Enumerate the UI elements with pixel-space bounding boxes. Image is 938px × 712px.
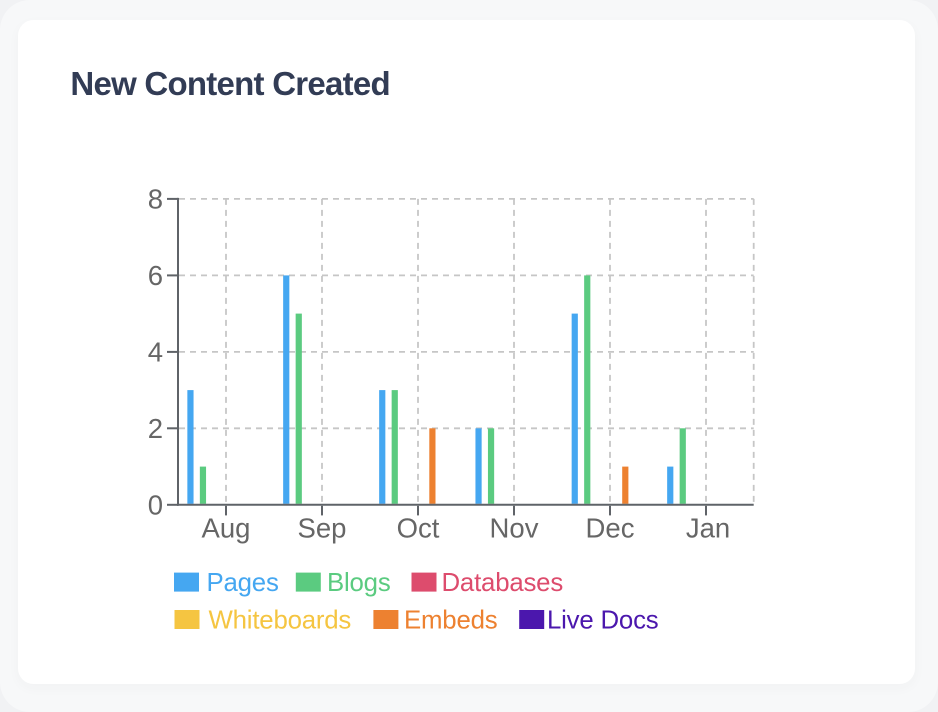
svg-text:Whiteboards: Whiteboards [209,606,352,634]
svg-text:0: 0 [148,490,163,521]
svg-text:Dec: Dec [586,513,635,544]
svg-text:Sep: Sep [298,513,347,544]
svg-text:Embeds: Embeds [404,606,497,634]
svg-text:2: 2 [148,413,163,444]
svg-text:Nov: Nov [490,513,539,544]
svg-text:8: 8 [148,184,163,215]
svg-text:Oct: Oct [397,513,440,544]
svg-text:6: 6 [148,260,163,291]
svg-text:Live Docs: Live Docs [547,606,658,634]
svg-text:Pages: Pages [207,569,279,597]
svg-text:4: 4 [148,337,163,368]
svg-text:Jan: Jan [686,513,730,544]
svg-text:Blogs: Blogs [327,569,391,597]
svg-text:Databases: Databases [442,569,564,597]
svg-text:Aug: Aug [202,513,251,544]
